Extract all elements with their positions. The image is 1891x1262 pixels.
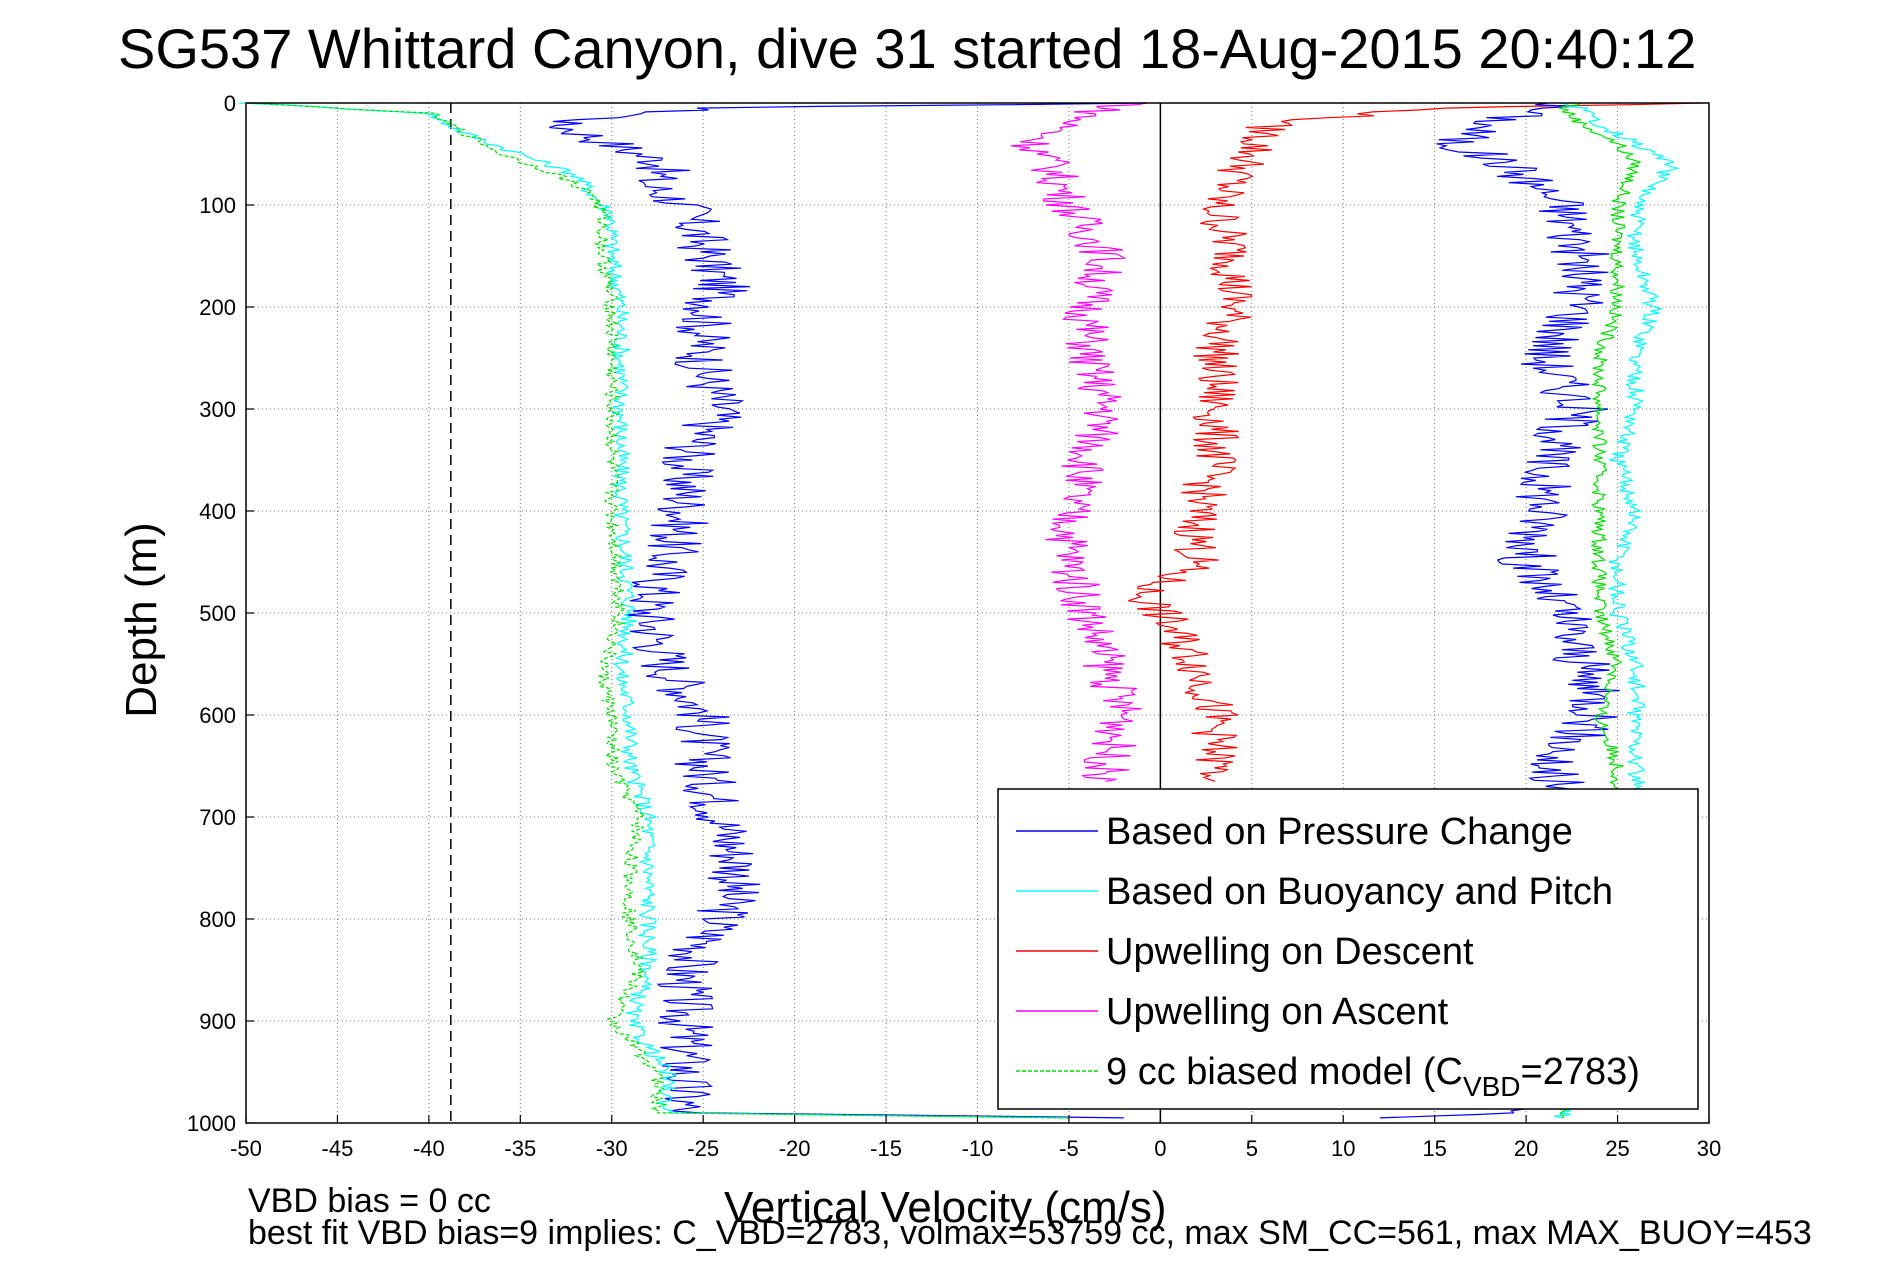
y-axis-ticks: 0 100 200 300 400 500 600 700 800 900 1000 [187,91,254,1136]
x-tick-label: -20 [779,1136,811,1161]
series-line [549,102,1147,1119]
series-line [250,102,1069,1119]
vbd-bias-note: VBD bias = 0 cc [248,1182,491,1220]
x-tick-label: 30 [1697,1136,1721,1161]
y-axis-label: Depth (m) [117,522,166,718]
x-tick-label: -25 [687,1136,719,1161]
y-tick-label: 500 [199,601,236,626]
y-tick-label: 800 [199,907,236,932]
legend-label: Upwelling on Descent [1106,931,1474,973]
series-line [239,102,1069,1119]
x-tick-label: -5 [1059,1136,1079,1161]
x-tick-label: -50 [230,1136,262,1161]
legend-label: 9 cc biased model (CVBD=2783) [1106,1051,1640,1102]
legend-label: Based on Buoyancy and Pitch [1106,871,1613,913]
y-tick-label: 400 [199,499,236,524]
y-tick-label: 0 [224,91,236,116]
x-tick-label: 0 [1154,1136,1166,1161]
x-tick-label: 10 [1331,1136,1355,1161]
best-fit-note: best fit VBD bias=9 implies: C_VBD=2783,… [248,1214,1812,1252]
y-tick-label: 700 [199,805,236,830]
x-tick-label: -40 [413,1136,445,1161]
y-tick-label: 100 [199,193,236,218]
x-axis-ticks: -50 -45 -40 -35 -30 -25 -20 -15 -10 -5 0 5 10 15 20 25 3… [230,1115,1721,1161]
x-tick-label: -30 [596,1136,628,1161]
x-axis-label: Vertical Velocity (cm/s) [724,1183,1167,1232]
y-tick-label: 600 [199,703,236,728]
series-line [1128,102,1703,782]
legend-label: Based on Pressure Change [1106,811,1573,853]
legend-label: Upwelling on Ascent [1106,991,1449,1033]
x-tick-label: 20 [1514,1136,1538,1161]
chart-title: SG537 Whittard Canyon, dive 31 started 1… [118,17,1696,80]
legend-box [997,788,1699,1110]
x-tick-label: 15 [1422,1136,1446,1161]
x-tick-label: 25 [1605,1136,1629,1161]
y-tick-label: 1000 [187,1111,236,1136]
x-tick-label: -15 [870,1136,902,1161]
x-tick-label: 5 [1246,1136,1258,1161]
legend: Based on Pressure Change Based on Buoyanc… [997,788,1699,1110]
x-tick-label: -45 [322,1136,354,1161]
y-tick-label: 900 [199,1009,236,1034]
x-tick-label: -35 [504,1136,536,1161]
series-line [1010,102,1147,782]
y-tick-label: 300 [199,397,236,422]
y-tick-label: 200 [199,295,236,320]
x-tick-label: -10 [962,1136,994,1161]
